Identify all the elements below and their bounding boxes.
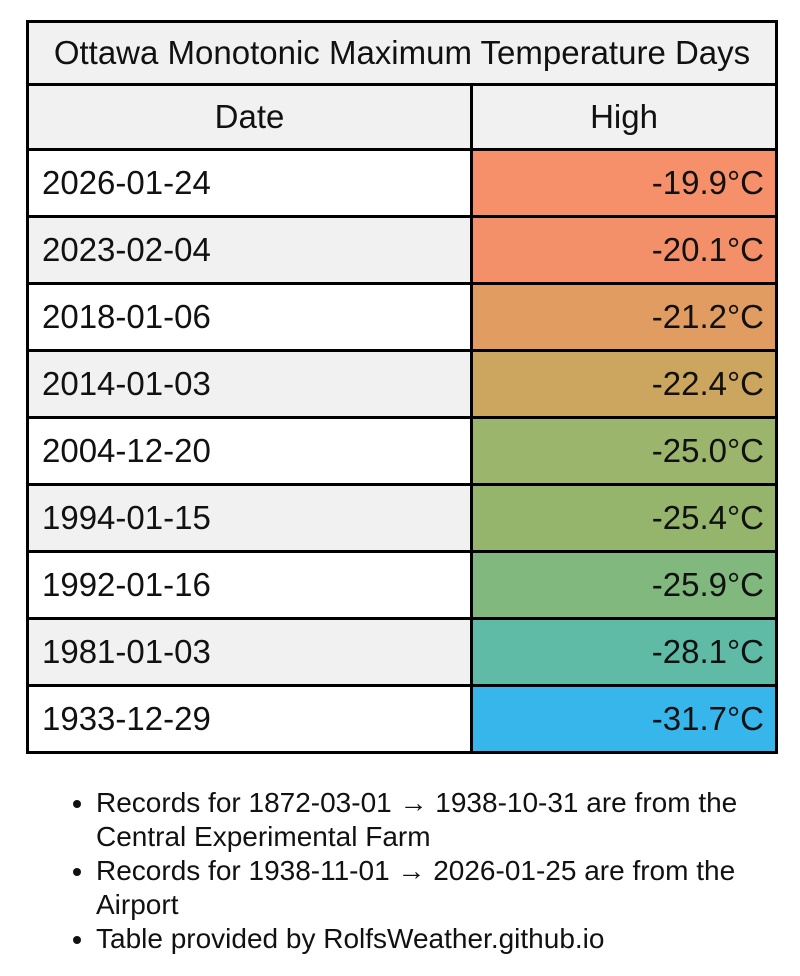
high-cell: -25.9°C (470, 550, 778, 620)
date-cell: 2014-01-03 (26, 349, 473, 419)
date-cell: 2004-12-20 (26, 416, 473, 486)
column-header-high: High (470, 83, 778, 151)
date-cell: 2026-01-24 (26, 148, 473, 218)
column-header-date: Date (26, 83, 473, 151)
title-row: Ottawa Monotonic Maximum Temperature Day… (26, 20, 778, 86)
table-row: 1992-01-16 -25.9°C (26, 550, 778, 620)
date-cell: 2018-01-06 (26, 282, 473, 352)
date-cell: 1933-12-29 (26, 684, 473, 754)
high-cell: -21.2°C (470, 282, 778, 352)
footnote-source-airport: Records for 1938-11-01 → 2026-01-25 are … (96, 854, 770, 922)
high-cell: -22.4°C (470, 349, 778, 419)
date-cell: 1981-01-03 (26, 617, 473, 687)
table-row: 2018-01-06 -21.2°C (26, 282, 778, 352)
table-row: 1981-01-03 -28.1°C (26, 617, 778, 687)
table-row: 1933-12-29 -31.7°C (26, 684, 778, 754)
high-cell: -25.4°C (470, 483, 778, 553)
table-row: 2004-12-20 -25.0°C (26, 416, 778, 486)
table-row: 1994-01-15 -25.4°C (26, 483, 778, 553)
high-cell: -31.7°C (470, 684, 778, 754)
table-row: 2023-02-04 -20.1°C (26, 215, 778, 285)
table-row: 2014-01-03 -22.4°C (26, 349, 778, 419)
header-row: Date High (26, 83, 778, 151)
high-cell: -25.0°C (470, 416, 778, 486)
high-cell: -19.9°C (470, 148, 778, 218)
date-cell: 1992-01-16 (26, 550, 473, 620)
date-cell: 2023-02-04 (26, 215, 473, 285)
table-row: 2026-01-24 -19.9°C (26, 148, 778, 218)
footnote-source-farm: Records for 1872-03-01 → 1938-10-31 are … (96, 786, 770, 854)
table-title: Ottawa Monotonic Maximum Temperature Day… (26, 20, 778, 86)
high-cell: -20.1°C (470, 215, 778, 285)
footnotes-list: Records for 1872-03-01 → 1938-10-31 are … (0, 786, 770, 956)
footnote-provider: Table provided by RolfsWeather.github.io (96, 922, 770, 956)
date-cell: 1994-01-15 (26, 483, 473, 553)
high-cell: -28.1°C (470, 617, 778, 687)
temperature-table: Ottawa Monotonic Maximum Temperature Day… (26, 20, 778, 754)
